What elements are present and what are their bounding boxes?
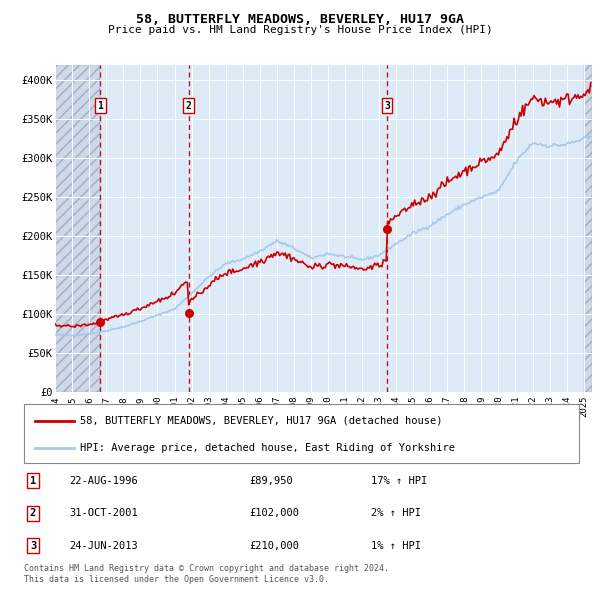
Text: HPI: Average price, detached house, East Riding of Yorkshire: HPI: Average price, detached house, East… [79, 444, 455, 453]
Text: 58, BUTTERFLY MEADOWS, BEVERLEY, HU17 9GA: 58, BUTTERFLY MEADOWS, BEVERLEY, HU17 9G… [136, 13, 464, 26]
Text: 3: 3 [384, 101, 390, 111]
Text: 58, BUTTERFLY MEADOWS, BEVERLEY, HU17 9GA (detached house): 58, BUTTERFLY MEADOWS, BEVERLEY, HU17 9G… [79, 416, 442, 425]
Text: Contains HM Land Registry data © Crown copyright and database right 2024.: Contains HM Land Registry data © Crown c… [24, 565, 389, 573]
Text: 17% ↑ HPI: 17% ↑ HPI [371, 476, 427, 486]
Text: £102,000: £102,000 [249, 509, 299, 518]
Bar [584, 65, 592, 392]
Bar [55, 65, 100, 392]
Text: 3: 3 [30, 541, 36, 550]
Text: 1: 1 [97, 101, 103, 111]
Text: Price paid vs. HM Land Registry's House Price Index (HPI): Price paid vs. HM Land Registry's House … [107, 25, 493, 35]
Bar [584, 65, 592, 392]
Text: 2% ↑ HPI: 2% ↑ HPI [371, 509, 421, 518]
Text: 31-OCT-2001: 31-OCT-2001 [69, 509, 138, 518]
Text: £89,950: £89,950 [249, 476, 293, 486]
Text: 24-JUN-2013: 24-JUN-2013 [69, 541, 138, 550]
Text: 1: 1 [30, 476, 36, 486]
Text: 2: 2 [186, 101, 191, 111]
Text: This data is licensed under the Open Government Licence v3.0.: This data is licensed under the Open Gov… [24, 575, 329, 584]
Text: 2: 2 [30, 509, 36, 518]
Text: 1% ↑ HPI: 1% ↑ HPI [371, 541, 421, 550]
Bar [55, 65, 100, 392]
Text: £210,000: £210,000 [249, 541, 299, 550]
FancyBboxPatch shape [24, 404, 579, 463]
Text: 22-AUG-1996: 22-AUG-1996 [69, 476, 138, 486]
